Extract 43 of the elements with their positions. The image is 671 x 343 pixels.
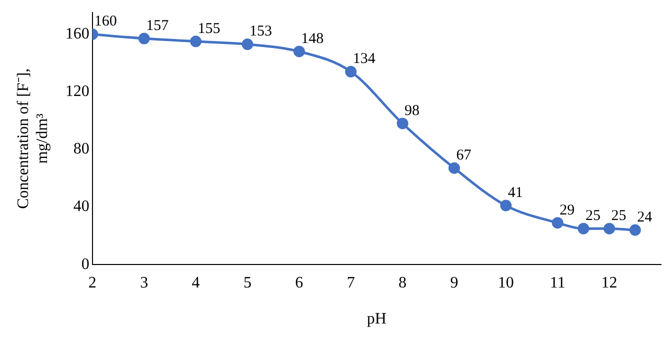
- point: [396, 118, 408, 130]
- y-tick-label: 120: [65, 83, 90, 100]
- y-tick-label: 0: [81, 256, 90, 273]
- x-tick-label: 10: [498, 274, 514, 292]
- point: [293, 46, 305, 58]
- x-tick-label: 3: [140, 274, 148, 292]
- x-tick-label: 9: [450, 274, 458, 292]
- point: [604, 222, 616, 234]
- y-tick-label: 160: [65, 25, 90, 42]
- y-tick-label: 40: [73, 198, 90, 216]
- x-tick-label: 2: [88, 274, 96, 292]
- data-label: 153: [249, 24, 272, 40]
- data-label: 157: [146, 18, 170, 34]
- point: [552, 217, 564, 229]
- x-tick-label: 5: [243, 274, 252, 292]
- point: [190, 36, 202, 48]
- data-label: 160: [94, 14, 117, 30]
- data-label: 134: [352, 51, 376, 68]
- y-axis-title: Concentration of [F⁻], mg/dm³: [14, 68, 52, 209]
- x-tick-label: 6: [295, 274, 304, 292]
- point: [242, 38, 254, 50]
- point: [629, 224, 641, 236]
- x-axis-title: pH: [366, 310, 387, 328]
- x-tick-label: 12: [601, 274, 618, 292]
- y-tick-label: 80: [73, 140, 90, 158]
- point: [138, 32, 150, 44]
- point: [500, 200, 512, 212]
- data-label: 67: [456, 148, 472, 164]
- point: [345, 66, 357, 78]
- x-tick-label: 7: [346, 274, 355, 292]
- data-label: 25: [611, 208, 626, 224]
- data-label: 148: [301, 30, 324, 47]
- data-label: 155: [198, 20, 220, 37]
- x-tick-label: 8: [398, 274, 407, 292]
- x-tick-label: 4: [192, 274, 200, 292]
- data-label: 41: [508, 184, 523, 201]
- data-label: 98: [404, 102, 420, 119]
- x-tick-label: 11: [550, 274, 566, 292]
- data-label: 24: [637, 209, 653, 226]
- data-label: 29: [560, 202, 575, 218]
- data-label: 25: [585, 208, 600, 224]
- point: [578, 222, 590, 234]
- point: [448, 162, 460, 174]
